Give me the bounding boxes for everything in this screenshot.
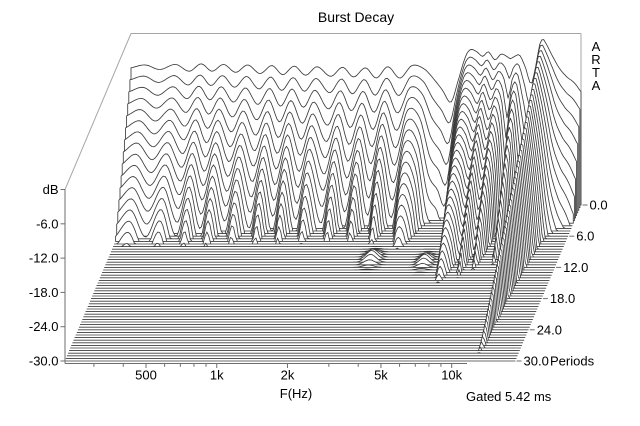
db-axis-title: dB: [43, 182, 59, 197]
decay-slice-curve: [95, 215, 547, 289]
freq-tick-label: 2k: [281, 368, 295, 383]
decay-slice-curve: [96, 209, 548, 287]
periods-axis-title: Periods: [550, 354, 595, 369]
decay-slice-curve: [67, 352, 519, 354]
decay-slice-curve: [104, 171, 556, 268]
arta-watermark-letter: A: [592, 39, 601, 54]
decay-slice-curve: [76, 308, 528, 333]
freq-tick-label: 500: [135, 368, 157, 383]
decay-slice-curve: [90, 236, 542, 300]
decay-slice-curve: [89, 242, 541, 302]
decay-slice-curve: [97, 204, 549, 284]
periods-tick-label: 24.0: [537, 322, 562, 337]
decay-slice-curve: [94, 220, 546, 292]
decay-slice-curve: [75, 313, 527, 336]
decay-slice-curve: [99, 193, 551, 279]
freq-tick-label: 1k: [210, 368, 224, 383]
decay-slice-curve: [79, 291, 531, 326]
freq-tick-label: 10k: [441, 368, 462, 383]
freq-tick-label: 5k: [374, 368, 388, 383]
db-tick-label: -30.0: [29, 354, 59, 369]
arta-watermark-letter: T: [592, 65, 600, 80]
periods-tick-label: 30.0: [524, 354, 549, 369]
decay-slice-curve: [68, 346, 520, 352]
chart-title: Burst Decay: [318, 9, 394, 25]
decay-slice-curve: [100, 187, 552, 276]
db-tick-label: -24.0: [29, 319, 59, 334]
decay-slice-curve: [88, 247, 540, 305]
decay-slice-curve: [101, 182, 553, 274]
axes: -6.0 -12.0 -18.0 -24.0 -30.0 500 1k 2k 5k 10k 0.0 6…: [29, 189, 608, 383]
decay-slice-curve: [73, 324, 525, 341]
decay-slice-curve: [86, 258, 538, 310]
gated-annotation: Gated 5.42 ms: [466, 389, 552, 404]
decay-slice-curve: [83, 275, 535, 318]
decay-slice-curve: [70, 341, 521, 349]
periods-tick-label: 0.0: [590, 198, 608, 213]
periods-tick-label: 6.0: [576, 229, 594, 244]
decay-slice-curve: [77, 302, 529, 331]
waterfall-curves: [64, 39, 582, 362]
periods-tick-label: 18.0: [550, 291, 575, 306]
db-tick-label: -6.0: [36, 216, 58, 231]
db-tick-label: -12.0: [29, 251, 59, 266]
decay-slice-curve: [71, 335, 523, 346]
decay-slice-curve: [85, 264, 537, 313]
decay-slice-curve: [74, 319, 526, 339]
decay-slice-curve: [98, 198, 550, 281]
decay-slice-curve: [78, 297, 530, 328]
decay-slice-curve: [82, 280, 534, 320]
decay-slice-curve: [81, 286, 532, 323]
decay-slice-curve: [93, 225, 545, 294]
decay-slice-curve: [84, 269, 536, 315]
periods-tick-label: 12.0: [563, 260, 588, 275]
freq-axis-title: F(Hz): [280, 386, 313, 401]
decay-slice-curve: [92, 231, 543, 297]
frame-left-diagonal-edge: [64, 33, 132, 190]
arta-watermark-letter: R: [591, 52, 600, 67]
decay-slice-curve: [72, 330, 524, 344]
db-tick-label: -18.0: [29, 285, 59, 300]
arta-watermark-letter: A: [592, 78, 601, 93]
decay-slice-curve: [103, 176, 554, 271]
decay-slice-curve: [87, 253, 539, 307]
